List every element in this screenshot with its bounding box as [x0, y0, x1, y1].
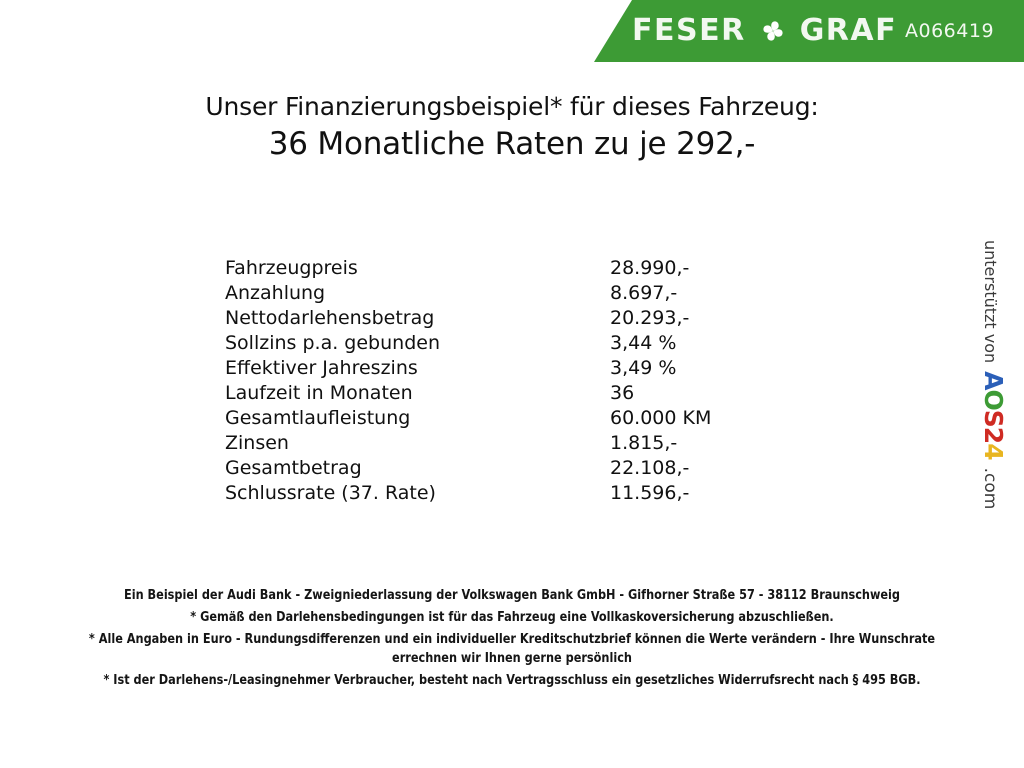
disclaimer-line: * Alle Angaben in Euro - Rundungsdiffere… — [88, 631, 936, 666]
brand-name-first: FESER — [632, 13, 746, 48]
vehicle-reference-code: A066419 — [905, 20, 995, 42]
table-row: Gesamtlaufleistung 60.000 KM — [225, 406, 745, 431]
sponsor-tld-label: .com — [980, 467, 1000, 510]
table-row: Sollzins p.a. gebunden 3,44 % — [225, 331, 745, 356]
headline-block: Unser Finanzierungsbeispiel* für dieses … — [0, 92, 1024, 164]
row-value: 8.697,- — [610, 282, 678, 304]
logo-letter-a: A — [979, 371, 1008, 390]
logo-letter-o: O — [979, 389, 1008, 410]
headline-intro: Unser Finanzierungsbeispiel* für dieses … — [205, 92, 819, 121]
banner-green-shape — [594, 0, 1024, 62]
table-row: Effektiver Jahreszins 3,49 % — [225, 356, 745, 381]
table-row: Gesamtbetrag 22.108,- — [225, 456, 745, 481]
clover-icon — [760, 18, 786, 44]
disclaimer-line: Ein Beispiel der Audi Bank - Zweignieder… — [123, 587, 901, 603]
sponsor-rotated-text: unterstützt von AOS24 .com — [979, 240, 1008, 509]
row-value: 3,44 % — [610, 332, 677, 354]
row-label: Sollzins p.a. gebunden — [225, 332, 440, 354]
financing-details-table: Fahrzeugpreis 28.990,- Anzahlung 8.697,-… — [225, 256, 745, 506]
aos24-logo[interactable]: AOS24 — [979, 371, 1008, 459]
logo-letter-s: S — [979, 409, 1008, 427]
brand-name-second: GRAF — [799, 13, 898, 48]
row-label: Fahrzeugpreis — [225, 257, 358, 279]
disclaimer-line: * Gemäß den Darlehensbedingungen ist für… — [190, 609, 834, 625]
table-row: Zinsen 1.815,- — [225, 431, 745, 456]
row-value: 20.293,- — [610, 307, 690, 329]
brand-logo[interactable]: FESER GRAF — [632, 0, 897, 62]
table-row: Anzahlung 8.697,- — [225, 281, 745, 306]
logo-letter-4: 4 — [979, 443, 1008, 460]
logo-letter-2: 2 — [979, 426, 1008, 444]
row-label: Laufzeit in Monaten — [225, 382, 413, 404]
row-value: 1.815,- — [610, 432, 678, 454]
table-row: Schlussrate (37. Rate) 11.596,- — [225, 481, 745, 506]
row-label: Anzahlung — [225, 282, 326, 304]
sponsor-sidebar: unterstützt von AOS24 .com — [979, 240, 1015, 540]
row-label: Gesamtlaufleistung — [225, 407, 411, 429]
row-label: Nettodarlehensbetrag — [225, 307, 435, 329]
footer-disclaimer-block: Ein Beispiel der Audi Bank - Zweignieder… — [32, 586, 992, 693]
disclaimer-line: * Ist der Darlehens-/Leasingnehmer Verbr… — [103, 672, 921, 688]
row-value: 60.000 KM — [610, 407, 712, 429]
row-value: 22.108,- — [610, 457, 690, 479]
row-value: 3,49 % — [610, 357, 677, 379]
row-label: Zinsen — [225, 432, 289, 454]
row-label: Schlussrate (37. Rate) — [225, 482, 436, 504]
row-label: Effektiver Jahreszins — [225, 357, 418, 379]
header-banner: FESER GRAF A066419 — [0, 0, 1024, 62]
sponsor-prefix-label: unterstützt von — [981, 240, 1000, 364]
table-row: Fahrzeugpreis 28.990,- — [225, 256, 745, 281]
headline-rate: 36 Monatliche Raten zu je 292,- — [268, 126, 756, 162]
table-row: Nettodarlehensbetrag 20.293,- — [225, 306, 745, 331]
table-row: Laufzeit in Monaten 36 — [225, 381, 745, 406]
row-value: 11.596,- — [610, 482, 690, 504]
row-label: Gesamtbetrag — [225, 457, 362, 479]
row-value: 36 — [610, 382, 635, 404]
row-value: 28.990,- — [610, 257, 690, 279]
